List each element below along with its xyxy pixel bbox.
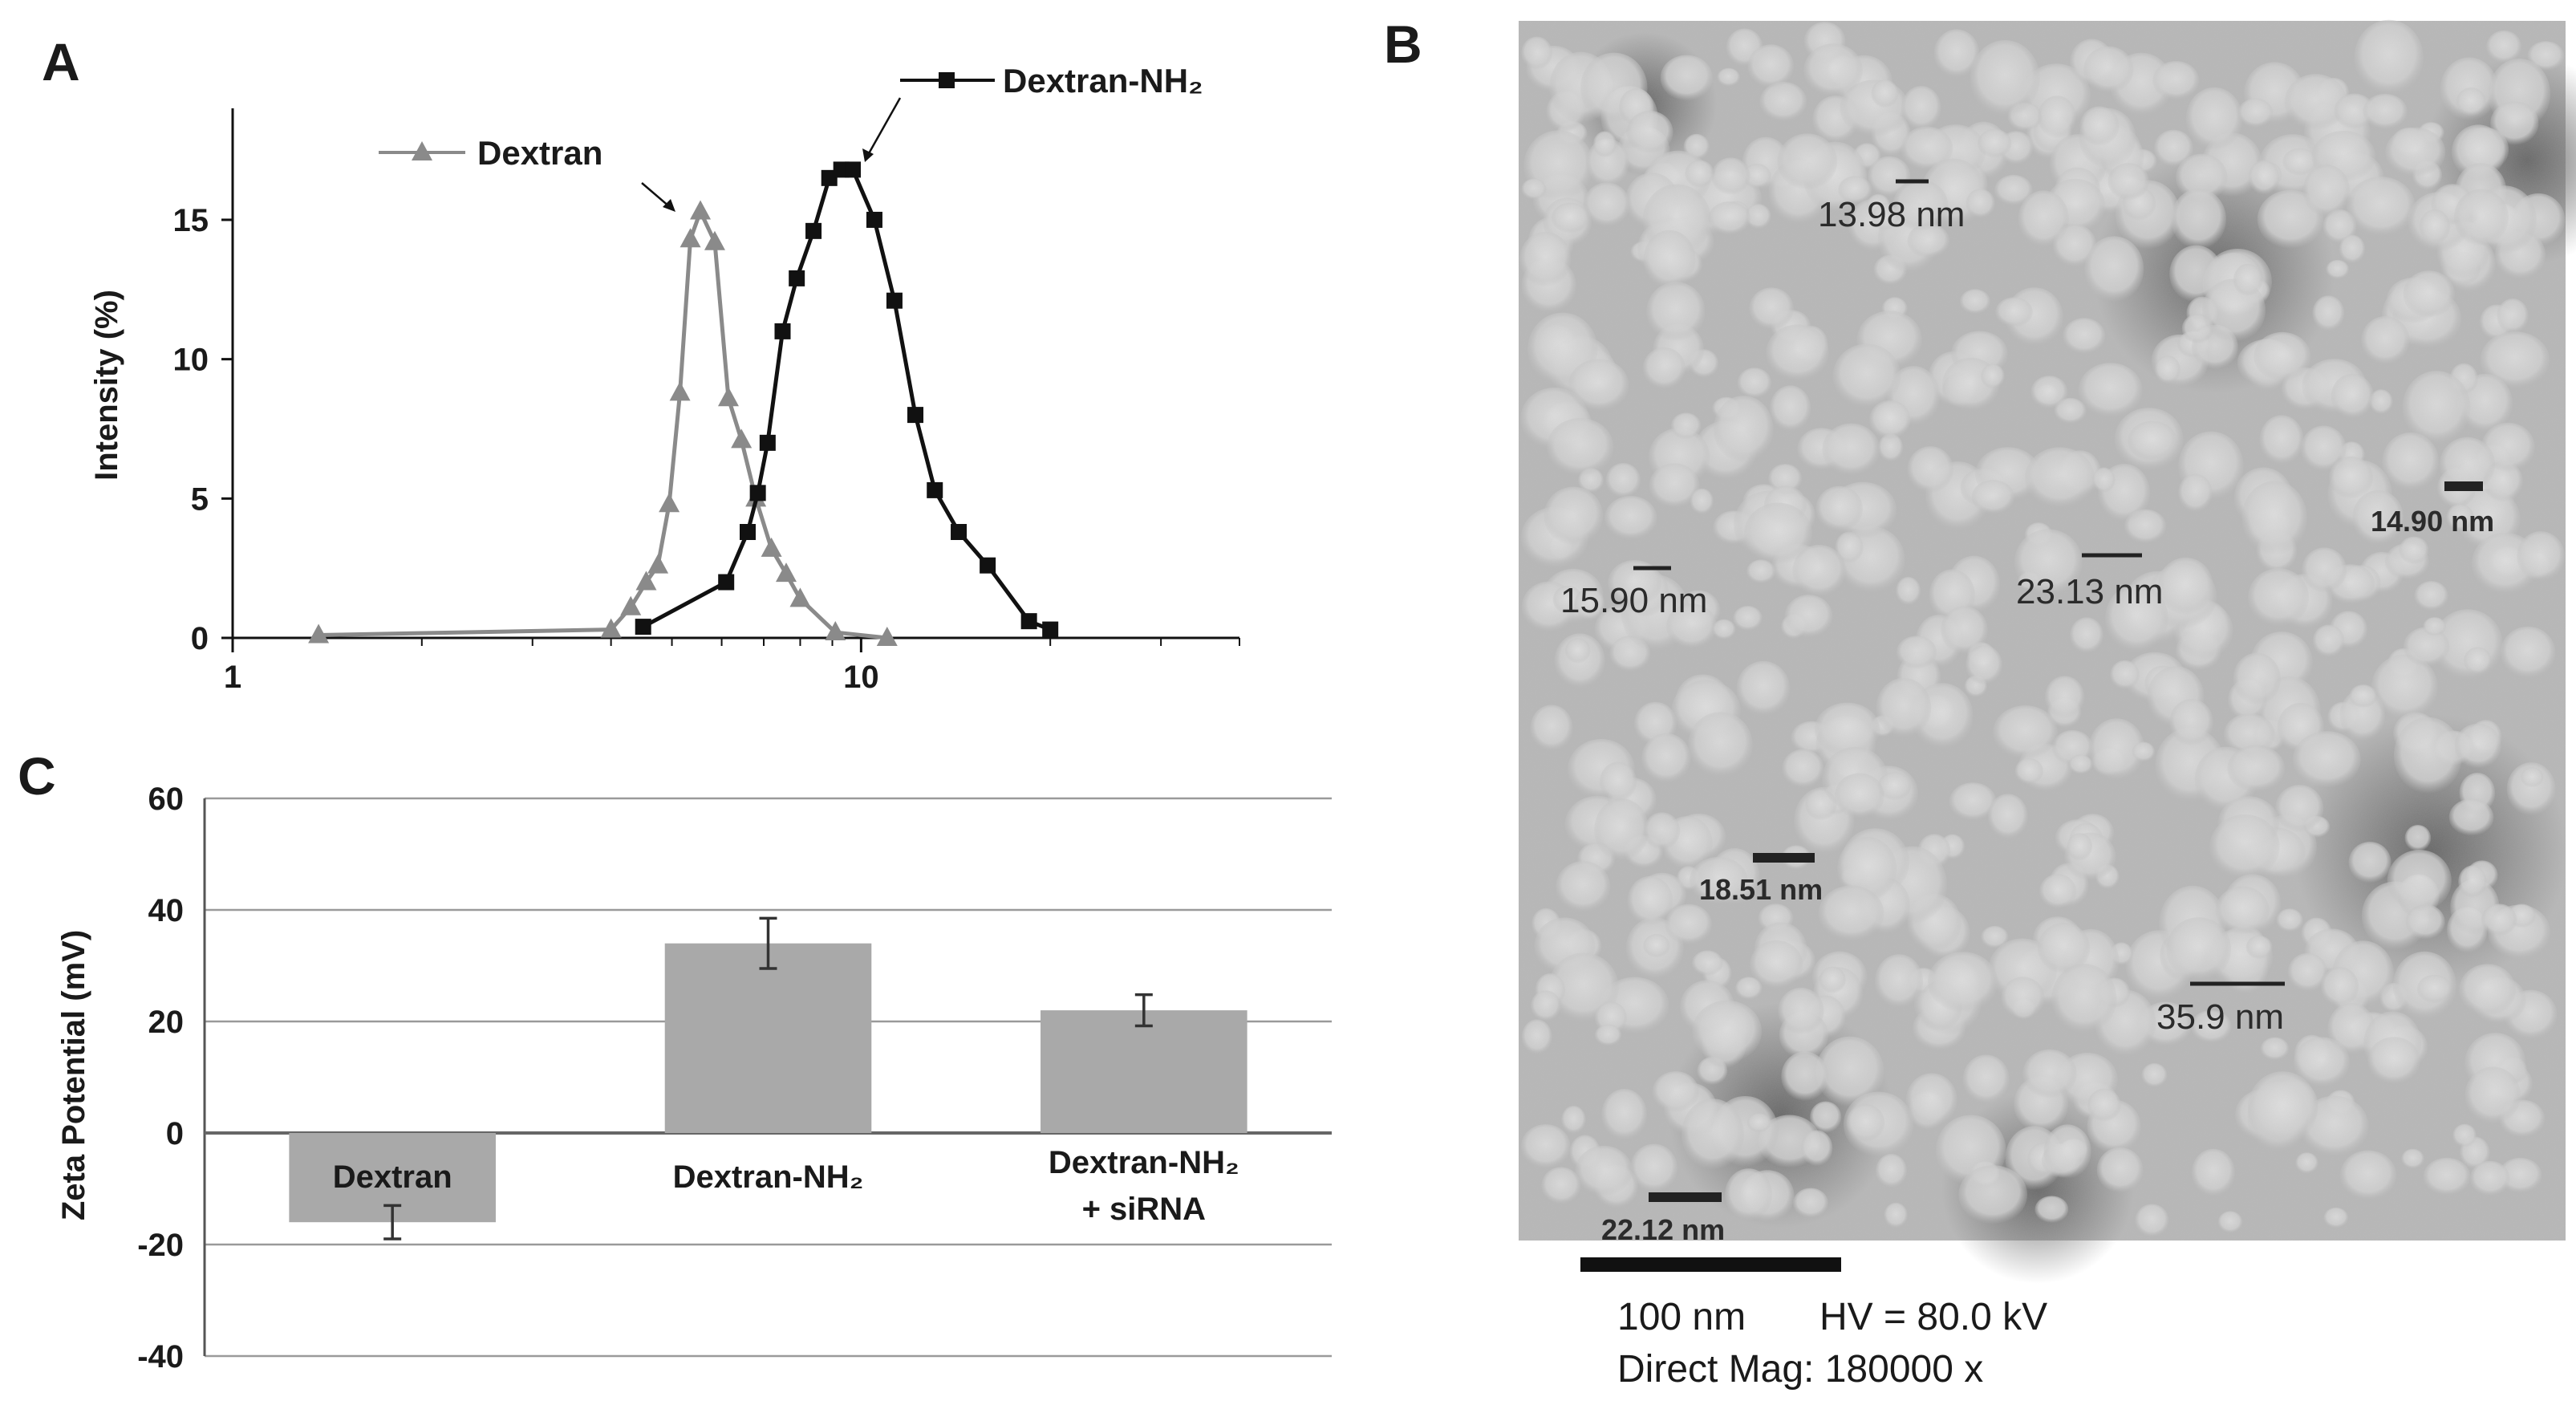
series-0-point — [731, 428, 753, 449]
measure-label: 35.9 nm — [2156, 997, 2284, 1037]
legend-arrowhead-dextran-nh2 — [862, 148, 874, 162]
scale-bar — [1580, 1257, 1841, 1272]
panel-c-y-tick-label: 20 — [148, 1005, 185, 1040]
series-0-point — [635, 571, 657, 591]
legend-arrow-dextran — [641, 182, 671, 208]
series-0-point — [600, 618, 622, 638]
series-0-point — [775, 562, 797, 583]
panel-a-y-tick-label: 15 — [173, 203, 209, 238]
series-0-point — [679, 228, 701, 248]
panel-c-y-tick-label: -40 — [137, 1339, 184, 1375]
bar-category-label: Dextran — [333, 1159, 452, 1195]
series-1-point — [845, 161, 862, 178]
panel-a-x-tick-label: 10 — [843, 660, 879, 695]
panel-a-legend: Dextran Dextran-NH₂ — [379, 62, 1203, 212]
series-1-point — [740, 524, 757, 540]
panel-a-ticks: 1 10 0 5 10 15 — [173, 203, 1240, 695]
panel-a-y-tick-label: 5 — [191, 481, 209, 517]
series-1-point — [980, 557, 996, 574]
series-0-point — [669, 381, 691, 401]
measure-label: 15.90 nm — [1560, 581, 1707, 620]
panel-c-y-tick-label: 0 — [166, 1116, 184, 1151]
measure-label: 13.98 nm — [1818, 195, 1965, 234]
legend-label-dextran-nh2: Dextran-NH₂ — [1003, 62, 1203, 99]
panel-label-a: A — [42, 32, 80, 91]
panel-c-ticks: -40 -20 0 20 40 60 — [137, 782, 184, 1375]
panel-b-micrograph: B 13.98 nm 14.90 nm 15.90 nm 23.13 nm 18.51 … — [1384, 14, 2576, 1391]
series-1-point — [866, 211, 882, 228]
legend-arrow-dextran-nh2 — [866, 97, 902, 156]
measure-label: 23.13 nm — [2016, 572, 2163, 611]
series-0-point — [647, 554, 669, 574]
series-0-point — [620, 595, 642, 615]
series-1-point — [927, 481, 943, 498]
panel-c-y-tick-label: 60 — [148, 782, 185, 817]
bar-category-label: Dextran-NH₂ — [673, 1159, 864, 1195]
series-1-point — [805, 222, 822, 239]
panel-a-y-tick-label: 0 — [191, 621, 209, 656]
bar — [1041, 1010, 1247, 1133]
series-0-point — [308, 623, 330, 644]
hv-label: HV = 80.0 kV — [1819, 1296, 2047, 1338]
panel-c-y-tick-label: -20 — [137, 1228, 184, 1263]
series-0-point — [717, 387, 739, 407]
tem-measurements: 13.98 nm 14.90 nm 15.90 nm 23.13 nm 18.51 nm… — [1560, 179, 2494, 1246]
panel-c-y-tick-label: 40 — [148, 893, 185, 928]
bar-category-label: Dextran-NH₂ — [1049, 1145, 1239, 1180]
measure-label: 14.90 nm — [2371, 505, 2494, 538]
series-1-point — [789, 270, 805, 286]
panel-a-axes — [231, 108, 1239, 640]
legend-marker-dextran — [412, 141, 432, 160]
series-1-point — [759, 434, 776, 451]
panel-c-y-axis-label: Zeta Potential (mV) — [56, 930, 91, 1220]
legend-label-dextran: Dextran — [477, 134, 602, 172]
series-0-point — [690, 200, 712, 220]
panel-c-zeta-potential: C Zeta Potential (mV) -40 -20 0 20 40 60 Dext… — [18, 746, 1332, 1375]
panel-c-bar-labels: Dextran Dextran-NH₂ Dextran-NH₂ + siRNA — [333, 1145, 1239, 1227]
series-0-point — [704, 230, 725, 250]
magnification-label: Direct Mag: 180000 x — [1617, 1348, 1983, 1391]
bar-category-label: + siRNA — [1082, 1192, 1207, 1227]
series-1-point — [1020, 613, 1037, 630]
series-1-point — [749, 485, 766, 501]
scale-bar-label: 100 nm — [1617, 1296, 1746, 1338]
series-1-point — [1042, 621, 1059, 638]
series-1-point — [774, 323, 791, 339]
series-0-point — [825, 621, 846, 641]
series-0-point — [789, 587, 811, 607]
series-1-point — [886, 292, 903, 309]
bar — [664, 943, 872, 1133]
series-0-point — [761, 537, 782, 557]
panel-a-series — [308, 161, 1059, 646]
panel-a-y-axis-label: Intensity (%) — [89, 290, 124, 481]
series-1-point — [907, 407, 924, 424]
measure-label: 18.51 nm — [1699, 873, 1823, 906]
legend-arrowhead-dextran — [663, 199, 675, 212]
panel-label-c: C — [18, 746, 56, 806]
series-1-point — [951, 524, 968, 540]
panel-label-b: B — [1384, 14, 1422, 74]
legend-marker-dextran-nh2 — [939, 72, 955, 88]
series-0-point — [876, 627, 898, 646]
panel-a-x-tick-label: 1 — [224, 660, 241, 695]
panel-c-bars — [289, 916, 1247, 1241]
series-1-point — [635, 619, 651, 635]
panel-a-y-tick-label: 10 — [173, 343, 209, 378]
measure-label: 22.12 nm — [1601, 1213, 1725, 1246]
tem-image — [1519, 19, 2576, 1284]
series-0-point — [659, 493, 680, 513]
series-1-point — [718, 574, 735, 591]
